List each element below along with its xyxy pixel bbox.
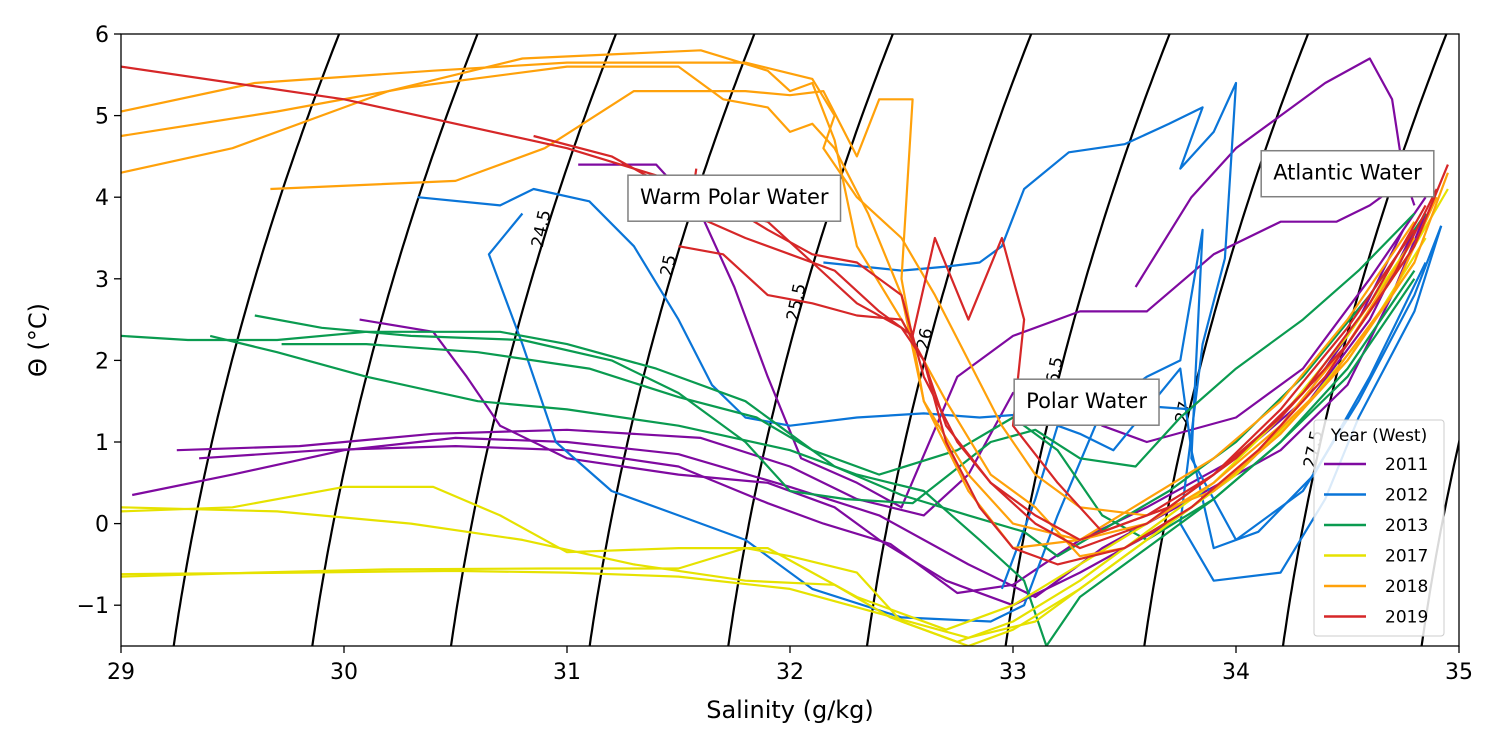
plot-frame	[120, 33, 1460, 647]
y-tick-label: 2	[95, 349, 109, 374]
legend-item-2018: 2018	[1324, 577, 1428, 597]
y-tick-label: 4	[95, 186, 109, 211]
density-contour	[311, 34, 479, 646]
profile-line	[281, 278, 1416, 542]
legend-item-2011: 2011	[1324, 455, 1428, 475]
profile-line	[254, 212, 1416, 505]
profile-line	[1134, 57, 1416, 288]
series-2017	[121, 188, 1449, 646]
x-tick-label: 34	[1222, 660, 1250, 685]
legend-item-2019: 2019	[1324, 608, 1428, 628]
x-tick-label: 31	[553, 660, 581, 685]
legend-title: Year (West)	[1330, 426, 1427, 446]
profile-lines	[121, 49, 1449, 646]
density-contour	[1004, 34, 1171, 646]
profile-line	[487, 212, 1443, 623]
legend-items: 2011 2012 2013 2017 2018 2019	[1324, 455, 1428, 628]
y-tick-label: 6	[95, 23, 109, 48]
profile-line	[823, 81, 1443, 582]
legend-label: 2012	[1385, 486, 1428, 506]
density-contour	[865, 34, 1033, 646]
contour-label: 27	[1172, 400, 1196, 425]
annotation-box	[627, 174, 842, 222]
annotation: Warm Polar Water	[627, 174, 842, 222]
legend-label: 2018	[1385, 577, 1428, 597]
profile-line	[209, 269, 1416, 646]
profile-line	[121, 237, 1416, 644]
density-contour	[588, 34, 756, 646]
legend-label: 2013	[1385, 516, 1428, 536]
legend-item-2013: 2013	[1324, 516, 1428, 536]
legend-label: 2019	[1385, 608, 1428, 628]
profile-line	[121, 65, 1416, 542]
density-contour	[727, 34, 894, 646]
contour-label: 24.5	[528, 208, 555, 249]
y-axis-label: Θ (°C)	[24, 303, 52, 377]
water-mass-annotations: Warm Polar Water Polar Water Atlantic Wate…	[627, 149, 1435, 426]
legend-box	[1313, 419, 1445, 637]
density-contour	[1143, 34, 1310, 646]
y-tick-label: 0	[95, 513, 109, 538]
x-tick-label: 32	[776, 660, 804, 685]
legend-item-2017: 2017	[1324, 547, 1428, 567]
legend-label: 2011	[1385, 455, 1428, 475]
contour-label: 25	[657, 253, 681, 278]
y-tick-label: 1	[95, 431, 109, 456]
x-tick-label: 30	[330, 660, 358, 685]
x-tick-label: 33	[999, 660, 1027, 685]
y-tick-label: 3	[95, 268, 109, 293]
annotation-text: Warm Polar Water	[640, 185, 829, 209]
profile-line	[131, 213, 1427, 599]
profile-line	[359, 229, 1416, 607]
y-tick-label: −1	[77, 594, 109, 619]
profile-line	[121, 61, 1449, 517]
profile-line	[678, 188, 1438, 566]
series-2018	[121, 49, 1449, 558]
profile-line	[270, 89, 1416, 550]
legend-label: 2017	[1385, 547, 1428, 567]
y-axis: −1 0 1 2 3 4 5 6	[77, 23, 121, 619]
x-axis-label: Salinity (g/kg)	[706, 696, 874, 724]
x-axis: 29 30 31 32 33 34 35	[107, 646, 1473, 685]
y-tick-label: 5	[95, 105, 109, 130]
legend-item-2012: 2012	[1324, 486, 1428, 506]
annotation-text: Atlantic Water	[1273, 161, 1422, 185]
legend: Year (West) 2011 2012 2013 2017 2018 2019	[1313, 419, 1445, 637]
profile-line	[688, 168, 1427, 533]
annotation-box	[1260, 149, 1435, 198]
x-tick-label: 35	[1445, 660, 1473, 685]
annotation-box	[1013, 378, 1160, 426]
annotation: Atlantic Water	[1260, 149, 1435, 198]
annotation-text: Polar Water	[1026, 389, 1147, 413]
annotation: Polar Water	[1013, 378, 1160, 426]
x-tick-label: 29	[107, 660, 135, 685]
profile-line	[578, 163, 1416, 509]
